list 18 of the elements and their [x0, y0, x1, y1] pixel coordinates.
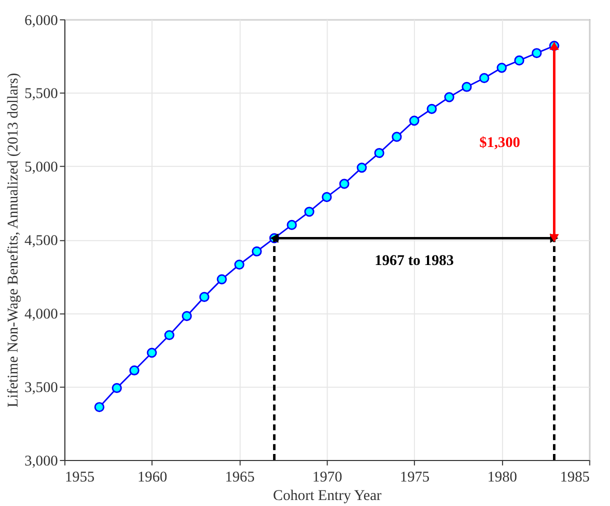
x-tick-label: 1960: [137, 469, 168, 486]
y-tick-label: 4,500: [24, 233, 58, 250]
y-tick-label: 3,500: [24, 380, 58, 396]
x-tick-label: 1970: [312, 469, 342, 486]
x-tick-label: 1955: [64, 469, 95, 486]
x-tick-label: 1975: [400, 469, 430, 486]
y-tick-label: 6,000: [24, 12, 58, 29]
annotation: $1,300: [479, 134, 520, 151]
y-tick-label: 3,000: [24, 453, 58, 470]
x-tick-label: 1980: [487, 469, 518, 486]
y-axis-title: Lifetime Non-Wage Benefits, Annualized (2013 dollars): [6, 72, 22, 408]
y-tick-label: 5,000: [24, 160, 58, 176]
x-tick-label: 1965: [224, 469, 255, 486]
y-tick-label: 4,000: [24, 306, 58, 323]
x-tick-label: 1985: [560, 469, 590, 486]
x-axis-title: Cohort Entry Year: [273, 488, 382, 504]
annotation: 1967 to 1983: [374, 252, 454, 269]
y-tick-label: 5,500: [24, 86, 58, 102]
